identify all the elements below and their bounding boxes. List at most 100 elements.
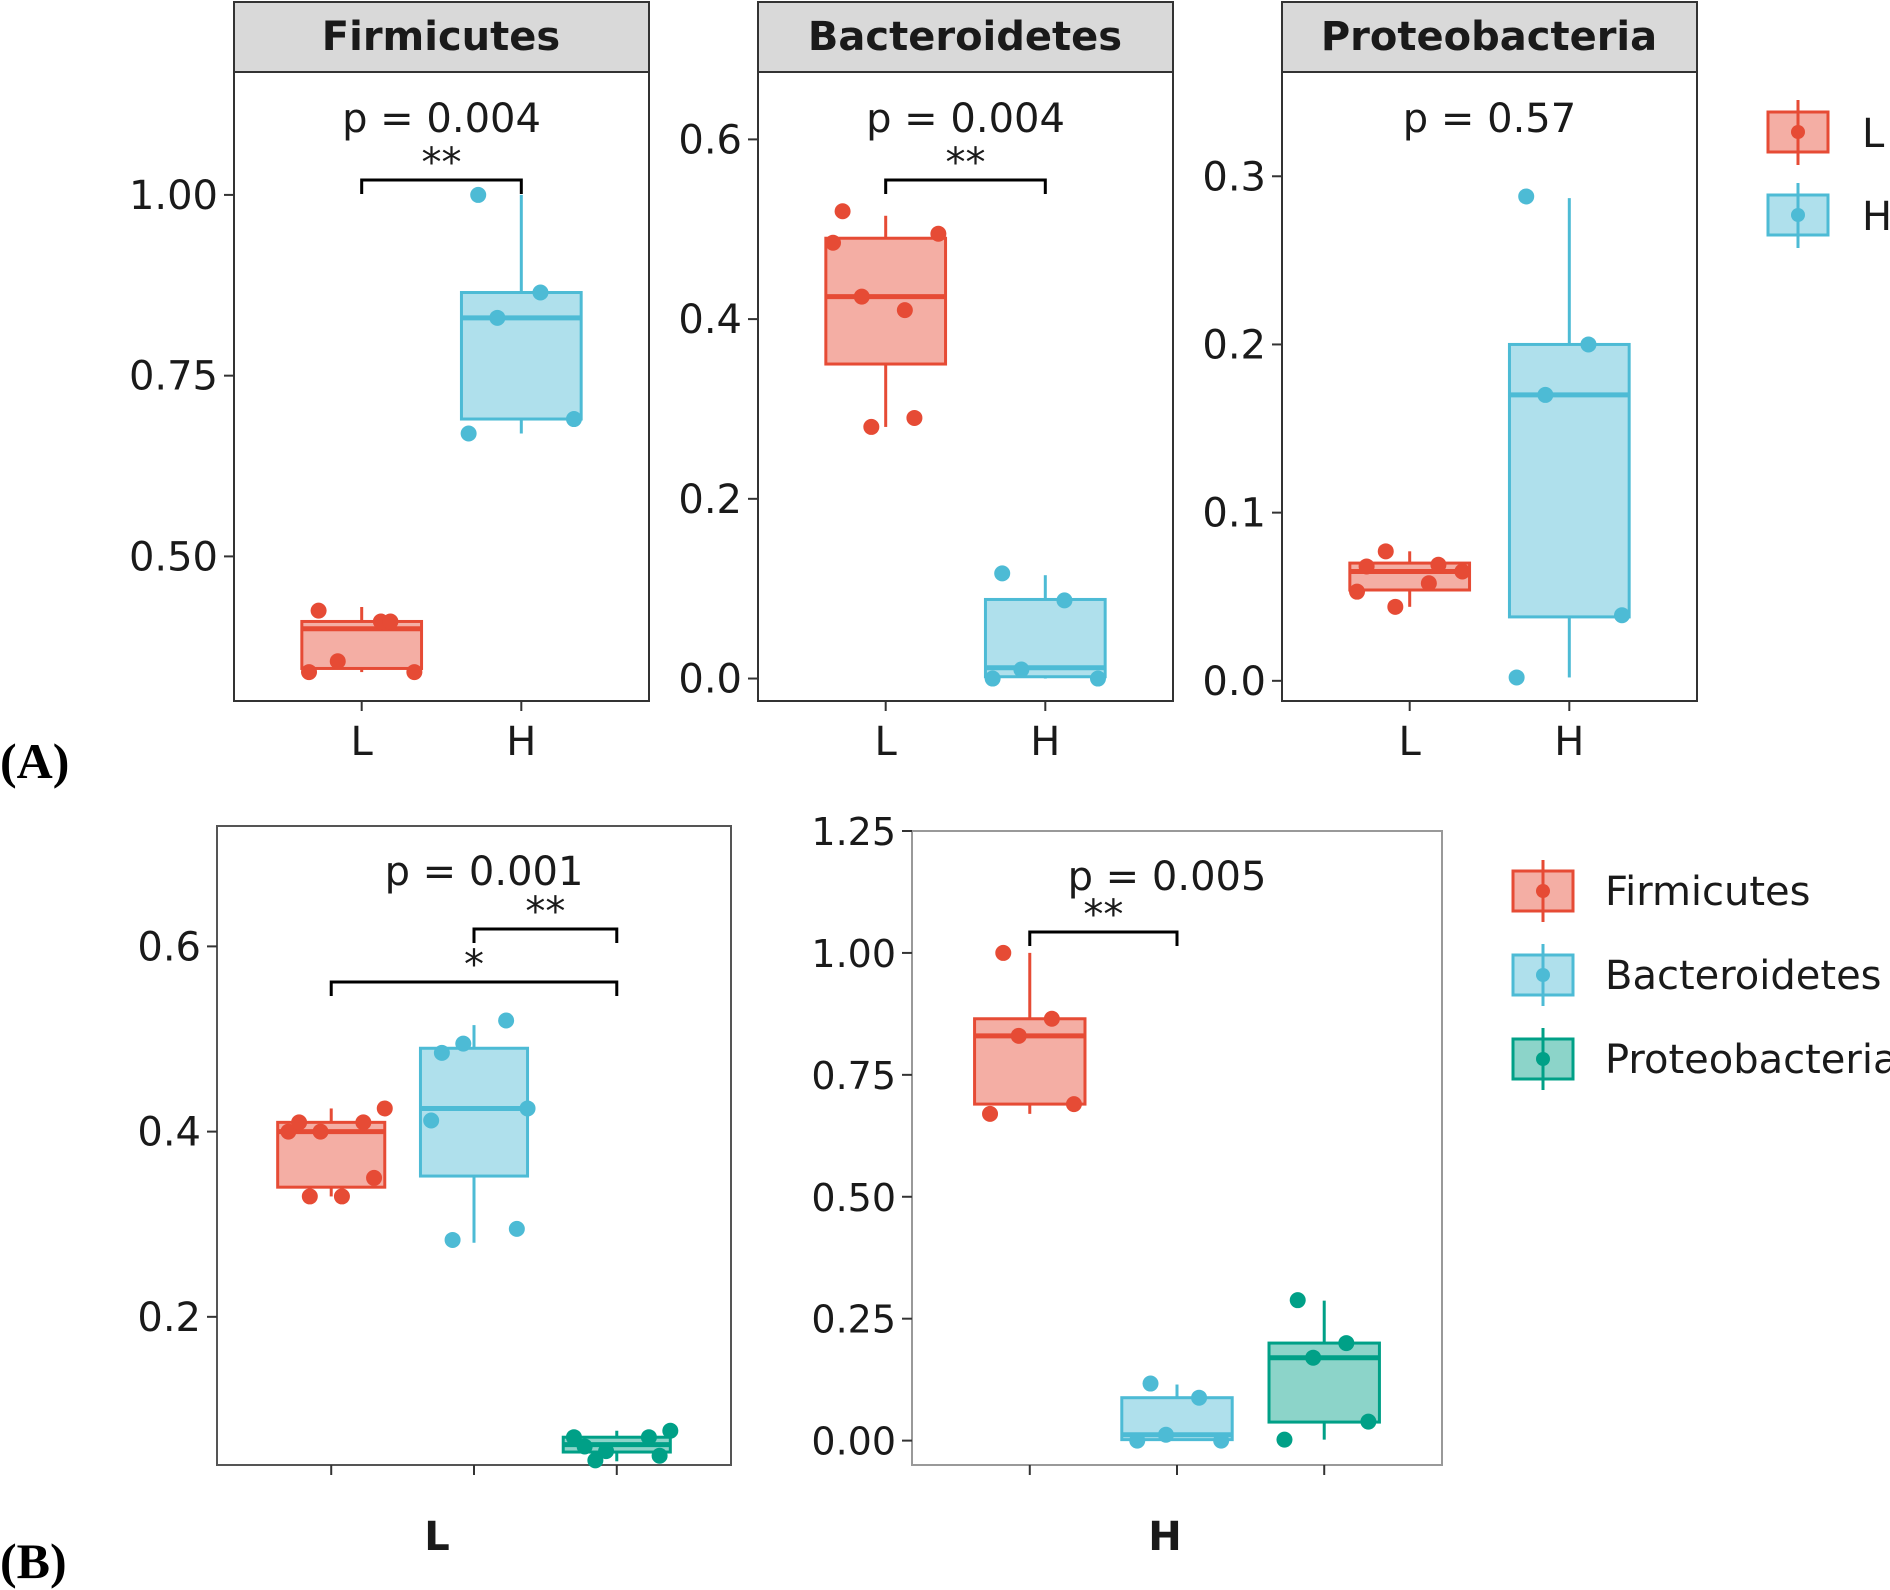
data-point: [982, 1105, 999, 1122]
data-point: [532, 284, 549, 301]
data-point: [896, 302, 913, 319]
legend-a-label-l: L: [1862, 111, 1885, 157]
data-point: [1013, 661, 1030, 678]
box-firmicutes: [276, 1100, 393, 1205]
data-point: [1289, 1292, 1306, 1309]
iqr-box: [1507, 342, 1631, 619]
data-point: [508, 1220, 525, 1237]
data-point: [406, 664, 423, 681]
x-tick-label-h: H: [506, 719, 536, 765]
legend-b-label-firmicutes: Firmicutes: [1605, 869, 1811, 915]
sig-label: **: [422, 140, 462, 186]
p-value: p = 0.005: [1068, 854, 1267, 900]
data-point: [329, 653, 346, 670]
sig-bar: [329, 980, 619, 996]
data-point: [312, 1123, 329, 1140]
data-point: [984, 670, 1001, 687]
data-point: [825, 234, 842, 251]
data-point: [1387, 598, 1404, 615]
plot-frame: [757, 71, 1174, 702]
sig-label: **: [1083, 892, 1123, 938]
data-point: [1537, 386, 1554, 403]
panel-b-low: 0.20.40.6p = 0.001***: [137, 825, 732, 1475]
data-point: [376, 1100, 393, 1117]
data-point: [930, 225, 947, 242]
sig-label: **: [946, 140, 986, 186]
data-point: [444, 1231, 461, 1248]
data-point: [433, 1044, 450, 1061]
y-tick-label: 0.0: [678, 657, 742, 703]
data-point: [423, 1112, 440, 1129]
legend-a: L H: [1766, 100, 1890, 248]
legend-b: Firmicutes Bacteroidetes Proteobacteria: [1511, 860, 1890, 1090]
box-proteobacteria: [561, 1422, 679, 1469]
y-tick-label: 0.6: [137, 924, 201, 970]
panel-label-b: (B): [0, 1533, 67, 1589]
data-point: [1377, 543, 1394, 560]
data-point: [355, 1114, 372, 1131]
data-point: [1089, 670, 1106, 687]
y-tick-label: 0.4: [137, 1110, 201, 1156]
data-point: [460, 425, 477, 442]
plot-frame: [233, 71, 650, 702]
data-point: [280, 1123, 297, 1140]
data-point: [1613, 607, 1630, 624]
data-point: [1056, 592, 1073, 609]
data-point: [1305, 1349, 1322, 1366]
y-tick-label: 0.2: [678, 477, 742, 523]
legend-b-label-proteobacteria: Proteobacteria: [1605, 1037, 1890, 1083]
facet-title-low: L: [424, 1514, 450, 1560]
data-point: [1065, 1096, 1082, 1113]
data-point: [1191, 1389, 1208, 1406]
data-point: [651, 1447, 668, 1464]
data-point: [1360, 1413, 1377, 1430]
data-point: [863, 418, 880, 435]
data-point: [301, 664, 318, 681]
data-point: [834, 203, 851, 220]
data-point: [906, 409, 923, 426]
p-value: p = 0.004: [342, 96, 541, 142]
y-tick-label: 0.0: [1202, 659, 1266, 705]
p-value: p = 0.001: [385, 849, 584, 895]
strip-title-firmicutes: Firmicutes: [322, 14, 560, 60]
box-h: [459, 186, 583, 442]
data-point: [382, 613, 399, 630]
panel-a-bacteroidetes: 0.0 0.2 0.4 0.6 L Hp = 0.004**: [678, 71, 1174, 765]
data-point: [1129, 1432, 1146, 1449]
strip-title-proteobacteria: Proteobacteria: [1321, 14, 1657, 60]
y-tick-label: 0.2: [1202, 322, 1266, 368]
strip-bacteroidetes: [757, 1, 1174, 73]
panel-a-firmicutes: 0.50 0.75 1.00 L Hp = 0.004**: [129, 71, 650, 765]
box-l: [1348, 543, 1472, 615]
data-point: [994, 565, 1011, 582]
legend-a-key-l: [1766, 100, 1830, 165]
sig-bar: [1028, 930, 1179, 946]
sig-label: **: [525, 889, 565, 935]
y-tick-label: 0.6: [678, 117, 742, 163]
data-point: [1142, 1375, 1159, 1392]
y-tick-label: 1.00: [129, 173, 218, 219]
y-tick-label: 0.00: [811, 1420, 896, 1464]
data-point: [301, 1188, 318, 1205]
legend-b-label-bacteroidetes: Bacteroidetes: [1605, 953, 1882, 999]
data-point: [1276, 1431, 1293, 1448]
y-tick-label: 1.25: [811, 810, 896, 854]
box-h: [983, 565, 1107, 687]
y-tick-label: 0.50: [811, 1176, 896, 1220]
iqr-box: [1267, 1341, 1381, 1424]
data-point: [576, 1438, 593, 1455]
data-point: [1338, 1335, 1355, 1352]
strip-firmicutes: [233, 1, 650, 73]
y-tick-label: 0.3: [1202, 154, 1266, 200]
strip-title-bacteroidetes: Bacteroidetes: [808, 14, 1122, 60]
data-point: [1508, 669, 1525, 686]
data-point: [1157, 1426, 1174, 1443]
box-proteobacteria: [1267, 1292, 1381, 1448]
sig-bar: [360, 178, 523, 194]
data-point: [1043, 1010, 1060, 1027]
box-h: [1507, 188, 1631, 686]
data-point: [498, 1012, 515, 1029]
strip-proteobacteria: [1281, 1, 1698, 73]
iqr-box: [418, 1046, 530, 1178]
